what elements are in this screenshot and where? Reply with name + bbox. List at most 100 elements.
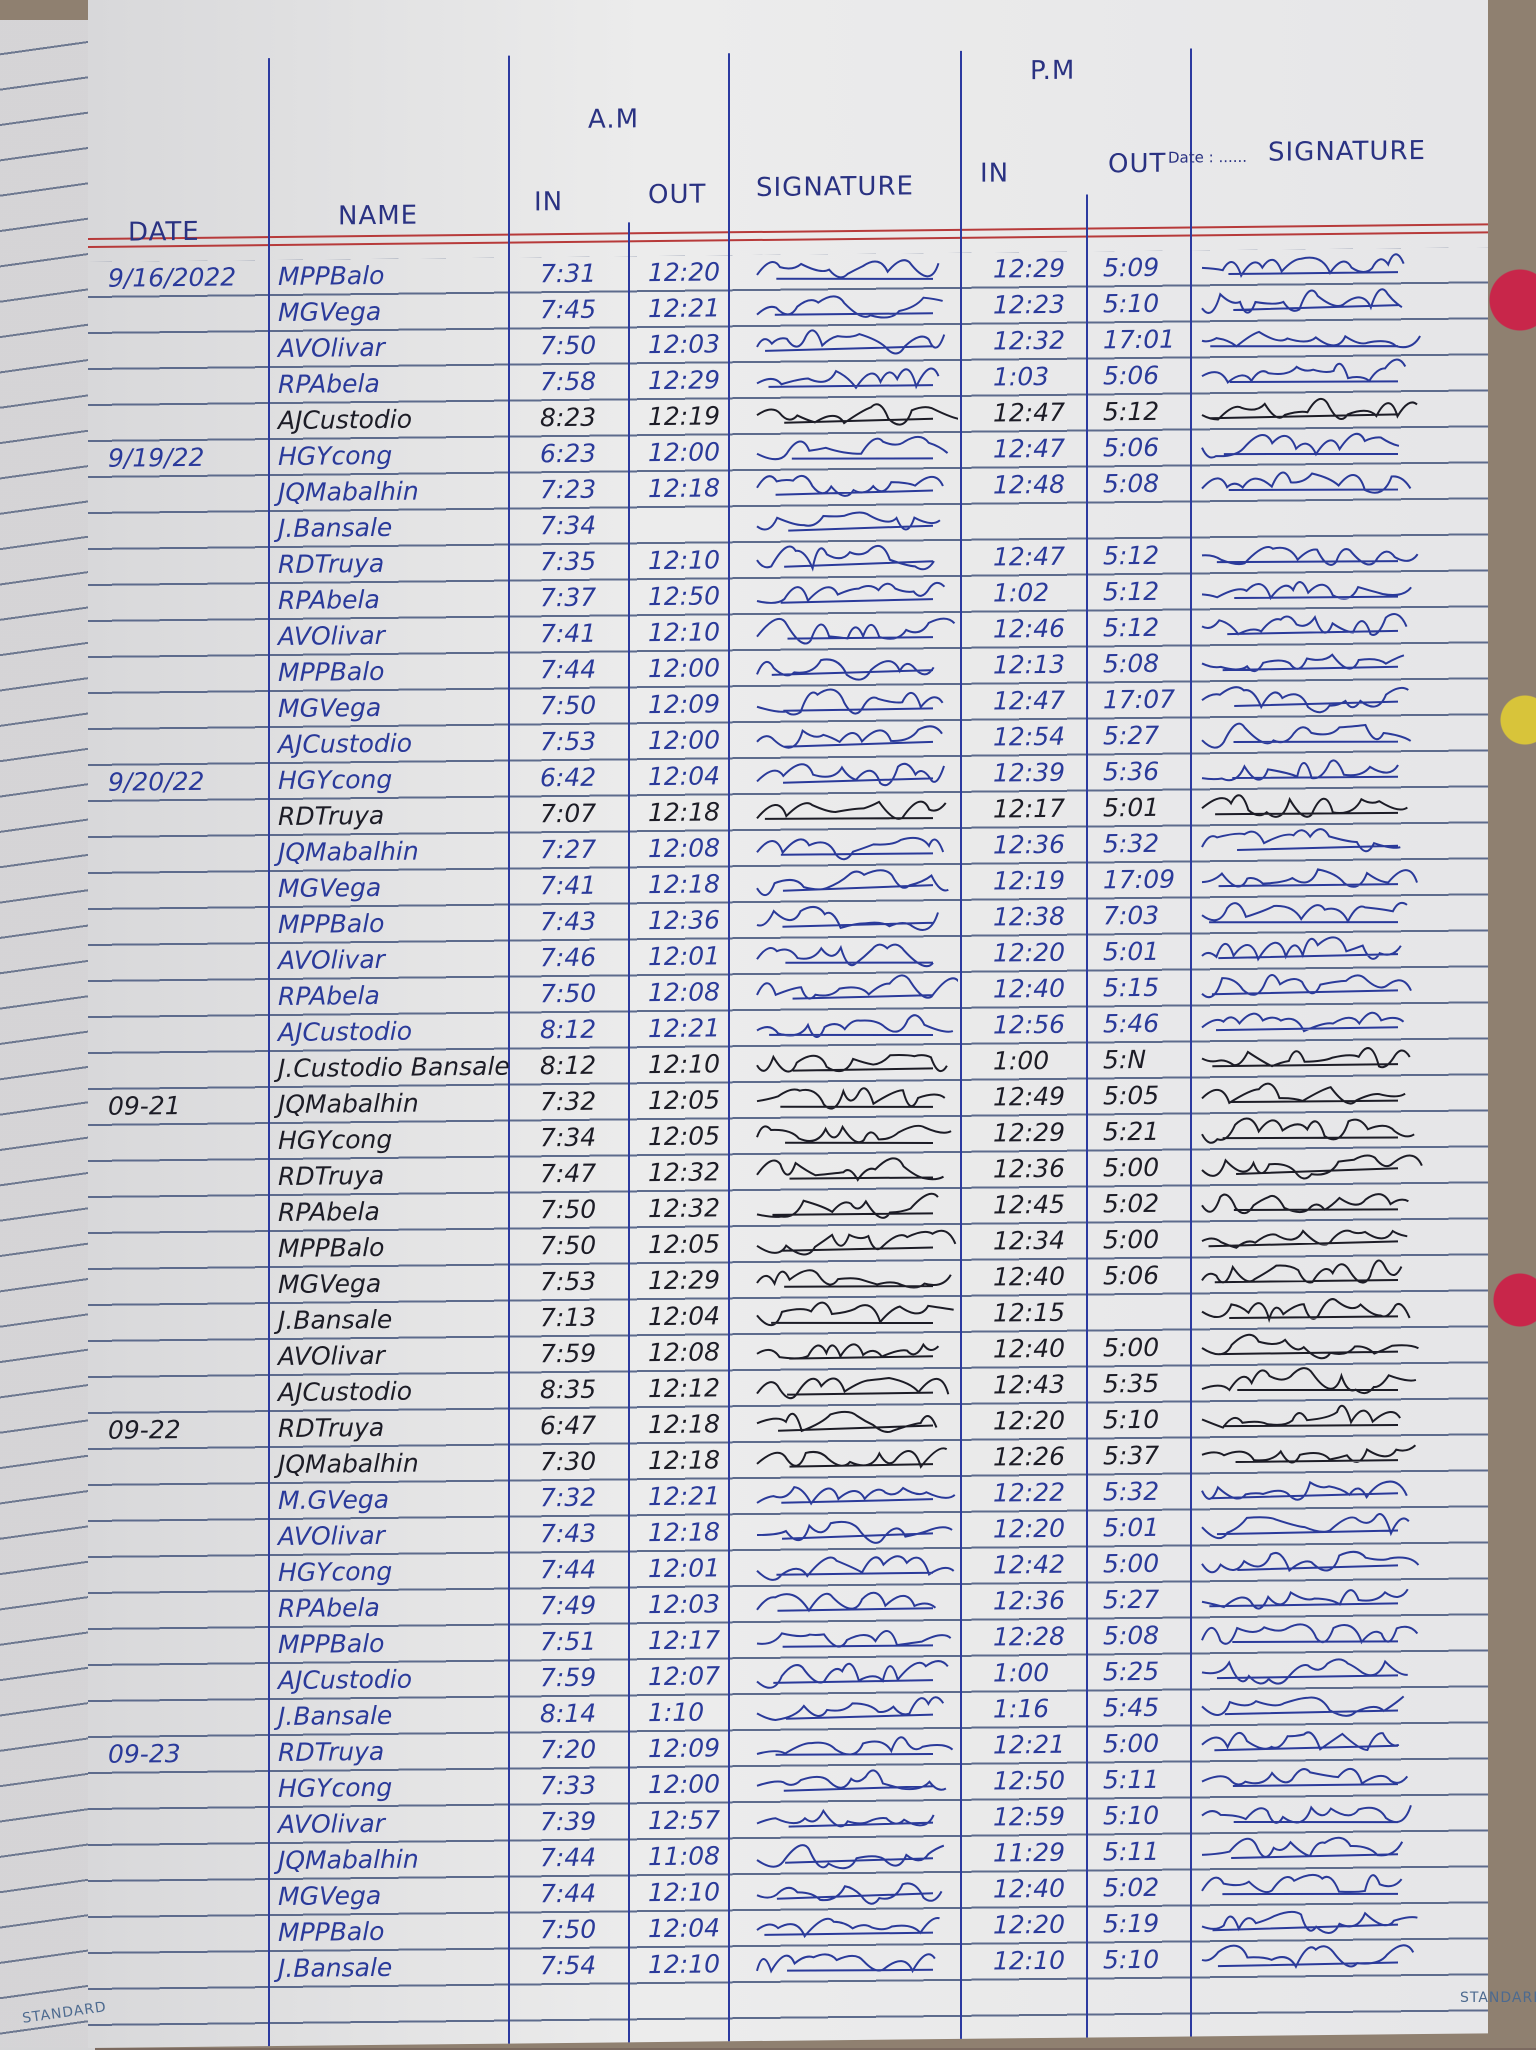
pm-out-cell: 5:32 bbox=[1103, 828, 1160, 859]
name-cell: MPPBalo bbox=[278, 1916, 385, 1948]
signature-stroke bbox=[756, 1844, 945, 1870]
am-out-cell: 12:17 bbox=[648, 1625, 721, 1656]
pm-in-cell: 12:20 bbox=[993, 1909, 1066, 1940]
signature-stroke bbox=[1201, 759, 1399, 782]
signature-stroke bbox=[1201, 253, 1405, 279]
pm-signature-scribble bbox=[1201, 1513, 1410, 1540]
am-in-cell: 6:47 bbox=[540, 1410, 597, 1441]
am-out-cell: 12:29 bbox=[648, 365, 721, 396]
am-signature-scribble bbox=[756, 1269, 952, 1289]
pm-out-cell: 5:01 bbox=[1103, 936, 1160, 967]
am-signature-scribble bbox=[756, 1917, 940, 1939]
signature-stroke bbox=[756, 1087, 946, 1110]
pm-signature-scribble bbox=[1201, 686, 1409, 714]
table-row: RPAbela 7:58 12:29 1:03 5:06 bbox=[88, 355, 1488, 406]
signature-stroke bbox=[1201, 1836, 1404, 1860]
signature-stroke bbox=[756, 1769, 947, 1792]
am-in-cell: 7:58 bbox=[540, 366, 597, 397]
am-signature-scribble bbox=[756, 974, 958, 1000]
name-cell: M.GVega bbox=[278, 1484, 390, 1516]
am-out-cell: 12:03 bbox=[648, 1589, 721, 1620]
pm-in-cell: 11:29 bbox=[993, 1837, 1066, 1868]
signature-stroke bbox=[756, 869, 949, 897]
pm-signature-scribble bbox=[1201, 546, 1419, 566]
name-cell: RPAbela bbox=[278, 1196, 380, 1228]
am-in-cell: 7:50 bbox=[540, 1230, 597, 1261]
am-in-cell: 7:44 bbox=[540, 1878, 597, 1909]
signature-stroke bbox=[756, 1410, 938, 1434]
name-cell: RDTruya bbox=[278, 1412, 385, 1444]
am-signature-scribble bbox=[756, 1844, 945, 1870]
table-row: MPPBalo 7:50 12:04 12:20 5:19 bbox=[88, 1903, 1488, 1954]
pm-out-cell: 17:01 bbox=[1103, 324, 1176, 355]
am-in-cell: 7:50 bbox=[540, 690, 597, 721]
pm-signature-scribble bbox=[1201, 288, 1403, 314]
pm-out-cell: 5:15 bbox=[1103, 972, 1160, 1003]
signature-stroke bbox=[756, 367, 940, 390]
signature-stroke bbox=[1201, 1259, 1403, 1284]
signature-stroke bbox=[756, 511, 941, 532]
pm-in-cell: 12:22 bbox=[993, 1477, 1066, 1508]
pm-signature-scribble bbox=[1201, 1836, 1404, 1860]
table-row: M.GVega 7:32 12:21 12:22 5:32 bbox=[88, 1471, 1488, 1522]
name-cell: RPAbela bbox=[278, 368, 380, 400]
signature-stroke bbox=[756, 403, 958, 426]
pm-in-cell: 12:39 bbox=[993, 757, 1066, 788]
pm-out-cell: 5:02 bbox=[1103, 1188, 1160, 1219]
pm-in-cell: 12:23 bbox=[993, 289, 1066, 320]
table-row: MGVega 7:44 12:10 12:40 5:02 bbox=[88, 1867, 1488, 1918]
date-cell: 9/20/22 bbox=[108, 766, 205, 797]
am-signature-scribble bbox=[756, 1555, 955, 1581]
table-row: RPAbela 7:49 12:03 12:36 5:27 bbox=[88, 1579, 1488, 1630]
signature-stroke bbox=[1201, 1298, 1411, 1324]
am-signature-scribble bbox=[756, 1520, 953, 1544]
am-signature-scribble bbox=[756, 1192, 939, 1219]
signature-stroke bbox=[1201, 1623, 1419, 1645]
am-signature-scribble bbox=[756, 435, 949, 461]
signature-stroke bbox=[756, 474, 944, 497]
pm-in-cell: 12:47 bbox=[993, 433, 1066, 464]
signature-stroke bbox=[1201, 1117, 1415, 1144]
pm-signature-scribble bbox=[1201, 1768, 1409, 1788]
pm-out-cell: 5:00 bbox=[1103, 1548, 1160, 1579]
signature-stroke bbox=[756, 1486, 956, 1506]
am-signature-scribble bbox=[756, 1953, 936, 1974]
pm-out-cell: 5:37 bbox=[1103, 1440, 1160, 1471]
am-in-cell: 7:50 bbox=[540, 1914, 597, 1945]
pm-signature-scribble bbox=[1201, 1367, 1417, 1395]
pm-signature-scribble bbox=[1201, 759, 1399, 782]
pm-signature-scribble bbox=[1201, 1444, 1417, 1464]
signature-stroke bbox=[756, 1736, 954, 1756]
am-out-cell: 1:10 bbox=[648, 1697, 705, 1728]
pm-signature-scribble bbox=[1201, 653, 1405, 673]
signature-stroke bbox=[1201, 471, 1412, 494]
am-in-cell: 7:34 bbox=[540, 510, 597, 541]
table-row: 9/16/2022 MPPBalo 7:31 12:20 12:29 5:09 bbox=[88, 247, 1488, 298]
am-in-cell: 7:59 bbox=[540, 1338, 597, 1369]
pm-signature-scribble bbox=[1201, 1623, 1419, 1645]
pm-in-cell: 12:54 bbox=[993, 721, 1066, 752]
signature-stroke bbox=[756, 762, 945, 787]
am-signature-scribble bbox=[756, 1769, 947, 1792]
name-cell: RPAbela bbox=[278, 1592, 380, 1624]
table-row: AVOlivar 7:46 12:01 12:20 5:01 bbox=[88, 931, 1488, 982]
am-signature-scribble bbox=[756, 1377, 950, 1400]
signature-stroke bbox=[756, 1630, 952, 1648]
signature-stroke bbox=[756, 1696, 945, 1721]
am-out-cell: 12:08 bbox=[648, 1337, 721, 1368]
pm-signature-scribble bbox=[1201, 1658, 1408, 1685]
pm-in-cell: 1:16 bbox=[993, 1693, 1050, 1724]
am-out-cell: 12:01 bbox=[648, 941, 721, 972]
signature-stroke bbox=[1201, 1513, 1410, 1540]
pm-out-cell: 5:12 bbox=[1103, 396, 1160, 427]
signature-stroke bbox=[1201, 722, 1412, 749]
signature-stroke bbox=[1201, 1910, 1418, 1934]
am-out-cell: 12:19 bbox=[648, 401, 721, 432]
pm-out-cell: 7:03 bbox=[1103, 900, 1160, 931]
pm-out-cell: 5:00 bbox=[1103, 1152, 1160, 1183]
pm-in-cell: 12:48 bbox=[993, 469, 1066, 500]
am-signature-scribble bbox=[756, 1124, 952, 1144]
signature-stroke bbox=[756, 1192, 939, 1219]
name-cell: HGYcong bbox=[278, 440, 393, 472]
am-in-cell: 7:50 bbox=[540, 330, 597, 361]
